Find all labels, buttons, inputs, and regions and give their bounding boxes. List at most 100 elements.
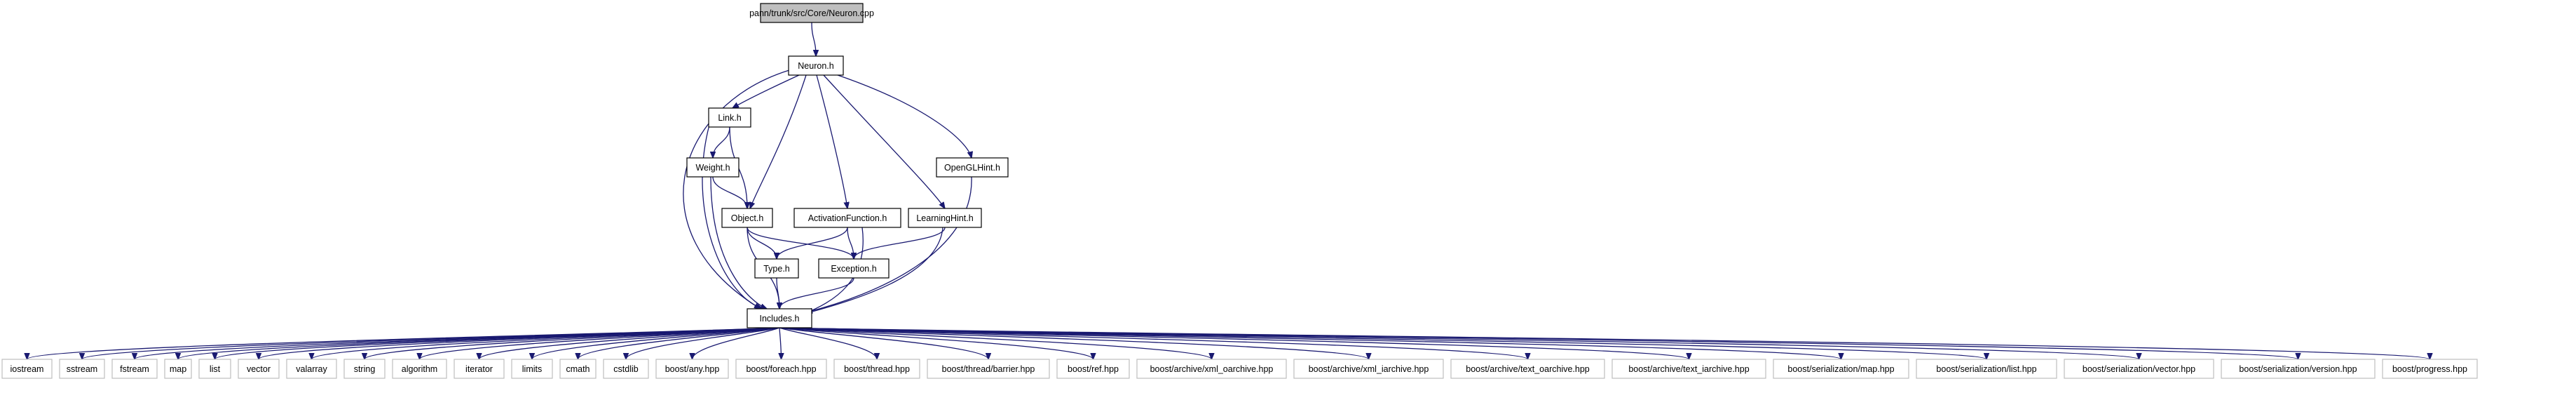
node-label: boost/ref.hpp (1068, 364, 1119, 374)
graph-node-e-barrier: boost/thread/barrier.hpp (927, 359, 1050, 379)
graph-node-e-algorithm: algorithm (392, 359, 447, 379)
graph-node-e-ser-map: boost/serialization/map.hpp (1773, 359, 1909, 379)
node-label: boost/archive/xml_iarchive.hpp (1309, 364, 1429, 374)
edge-weight-h-to-includes-h (710, 176, 767, 309)
node-box (655, 359, 729, 379)
edge-neuron-h-to-opengl-h (837, 74, 972, 158)
node-box (1, 359, 53, 379)
edge-root-to-neuron-h (811, 22, 816, 56)
edge-activation-h-to-type-h (777, 227, 848, 259)
node-box (1773, 359, 1909, 379)
node-label: LearningHint.h (916, 213, 973, 223)
node-label: iterator (465, 364, 493, 374)
graph-node-e-map: map (164, 359, 192, 379)
graph-node-exception-h[interactable]: Exception.h (818, 258, 890, 279)
node-label: limits (522, 364, 542, 374)
node-box (686, 157, 740, 178)
graph-node-e-ser-version: boost/serialization/version.hpp (2221, 359, 2376, 379)
node-box (735, 359, 827, 379)
node-label: Neuron.h (798, 61, 833, 71)
node-box (793, 208, 901, 228)
edge-neuron-h-to-link-h (732, 74, 800, 108)
node-box (238, 359, 280, 379)
edge-neuron-h-to-object-h (750, 74, 807, 208)
edge-weight-h-to-object-h (712, 176, 747, 208)
node-box (818, 258, 890, 279)
graph-node-e-xml-oarchive: boost/archive/xml_oarchive.hpp (1136, 359, 1287, 379)
node-label: boost/thread/barrier.hpp (942, 364, 1035, 374)
edge-neuron-h-to-activation-h (816, 74, 847, 208)
node-label: boost/serialization/list.hpp (1936, 364, 2036, 374)
node-box (454, 359, 505, 379)
graph-node-weight-h[interactable]: Weight.h (686, 157, 740, 178)
edge-includes-h-to-e-any (693, 327, 780, 359)
graph-node-object-h[interactable]: Object.h (721, 208, 773, 228)
node-box (59, 359, 105, 379)
node-box (1450, 359, 1605, 379)
graph-node-e-progress: boost/progress.hpp (2382, 359, 2478, 379)
graph-node-neuron-h[interactable]: Neuron.h (788, 55, 844, 76)
node-label: Link.h (718, 113, 741, 123)
node-label: Includes.h (760, 314, 800, 324)
node-box (1916, 359, 2057, 379)
node-label: Weight.h (695, 163, 730, 173)
graph-node-e-ref: boost/ref.hpp (1056, 359, 1130, 379)
edge-object-h-to-exception-h (747, 227, 854, 259)
graph-node-root[interactable]: pann/trunk/src/Core/Neuron.cpp (749, 3, 874, 23)
node-box (1136, 359, 1287, 379)
node-box (936, 157, 1009, 178)
edge-includes-h-to-e-thread (779, 327, 877, 359)
node-label: list (210, 364, 221, 374)
node-label: cmath (566, 364, 590, 374)
node-label: boost/serialization/version.hpp (2239, 364, 2357, 374)
graph-node-e-xml-iarchive: boost/archive/xml_iarchive.hpp (1293, 359, 1444, 379)
node-box (708, 107, 751, 128)
graph-node-type-h[interactable]: Type.h (754, 258, 799, 279)
node-box (788, 55, 844, 76)
graph-node-e-limits: limits (511, 359, 553, 379)
node-label: map (170, 364, 186, 374)
edge-includes-h-to-e-text-oarchive (779, 327, 1528, 359)
node-box (754, 258, 799, 279)
graph-node-includes-h[interactable]: Includes.h (747, 308, 812, 328)
graph-node-e-fstream: fstream (111, 359, 158, 379)
edge-link-h-to-weight-h (713, 126, 730, 158)
graph-node-e-vector: vector (238, 359, 280, 379)
node-label: string (354, 364, 376, 374)
node-label: pann/trunk/src/Core/Neuron.cpp (749, 8, 874, 18)
node-box (908, 208, 982, 228)
node-box (198, 359, 231, 379)
edge-includes-h-to-e-xml-iarchive (779, 327, 1369, 359)
edge-activation-h-to-includes-h (803, 227, 864, 314)
node-label: boost/any.hpp (665, 364, 720, 374)
node-label: ActivationFunction.h (808, 213, 887, 223)
edges-layer (27, 22, 2430, 359)
graph-node-opengl-h[interactable]: OpenGLHint.h (936, 157, 1009, 178)
node-label: boost/archive/text_oarchive.hpp (1466, 364, 1590, 374)
node-box (1293, 359, 1444, 379)
node-box (559, 359, 597, 379)
node-box (2221, 359, 2376, 379)
node-label: boost/foreach.hpp (746, 364, 816, 374)
node-box (164, 359, 192, 379)
edge-includes-h-to-e-foreach (779, 327, 782, 359)
graph-node-e-sstream: sstream (59, 359, 105, 379)
edge-learning-h-to-exception-h (854, 227, 946, 259)
node-box (747, 308, 812, 328)
node-label: OpenGLHint.h (944, 163, 1000, 173)
edge-exception-h-to-includes-h (779, 277, 854, 309)
edge-includes-h-to-e-cmath (578, 327, 780, 359)
node-box (2064, 359, 2214, 379)
graph-node-link-h[interactable]: Link.h (708, 107, 751, 128)
node-label: Object.h (731, 213, 764, 223)
graph-node-activation-h[interactable]: ActivationFunction.h (793, 208, 901, 228)
node-box (721, 208, 773, 228)
edge-includes-h-to-e-barrier (779, 327, 988, 359)
node-box (833, 359, 920, 379)
graph-node-e-text-oarchive: boost/archive/text_oarchive.hpp (1450, 359, 1605, 379)
graph-node-e-list: list (198, 359, 231, 379)
node-label: boost/serialization/vector.hpp (2083, 364, 2195, 374)
graph-node-learning-h[interactable]: LearningHint.h (908, 208, 982, 228)
graph-node-e-thread: boost/thread.hpp (833, 359, 920, 379)
